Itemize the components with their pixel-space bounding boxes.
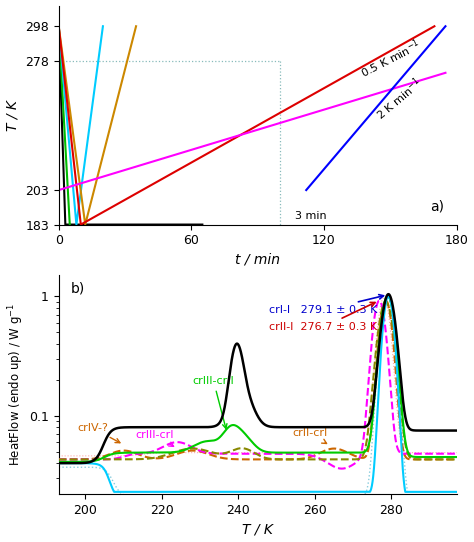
Text: crIII-crII: crIII-crII [192,376,234,429]
Text: 0.5 K min$^{-1}$: 0.5 K min$^{-1}$ [357,37,423,81]
Y-axis label: T / K: T / K [6,100,19,131]
Y-axis label: HeatFlow (endo up) / W g$^{-1}$: HeatFlow (endo up) / W g$^{-1}$ [7,303,27,466]
Text: 2 K min$^{-1}$: 2 K min$^{-1}$ [373,74,426,123]
Text: crIV-?: crIV-? [78,423,120,443]
Text: a): a) [430,199,445,214]
Text: crIII-crI: crIII-crI [135,430,173,447]
Text: crII-crI: crII-crI [292,428,327,443]
Text: b): b) [71,282,85,296]
X-axis label: t / min: t / min [235,253,280,267]
Text: crII-l  276.7 ± 0.3 K: crII-l 276.7 ± 0.3 K [269,302,377,332]
Text: crI-l   279.1 ± 0.3 K: crI-l 279.1 ± 0.3 K [269,295,383,315]
X-axis label: T / K: T / K [242,522,273,537]
Text: 3 min: 3 min [295,211,327,221]
